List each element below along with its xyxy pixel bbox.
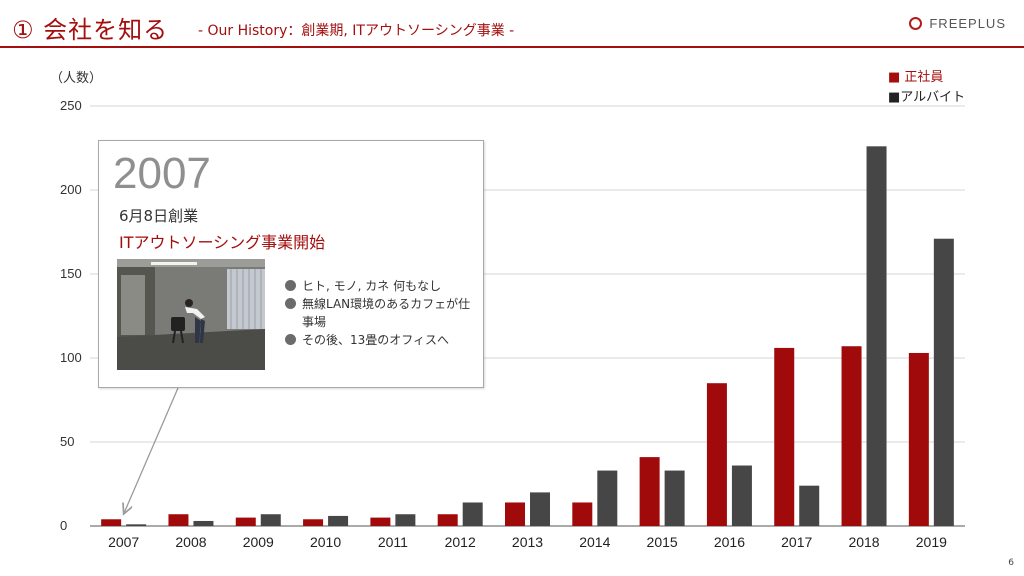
x-tick-label: 2007 [108, 534, 139, 550]
bar-regular-staff [639, 457, 660, 526]
bar-regular-staff [303, 519, 324, 526]
x-tick-label: 2014 [579, 534, 610, 550]
history-callout: 2007 6月8日創業 ITアウトソーシング事業開始 ヒト, モノ [98, 140, 484, 388]
bar-regular-staff [841, 346, 862, 526]
bar-regular-staff [370, 517, 391, 526]
x-tick-label: 2011 [378, 534, 408, 550]
callout-pointer-arrow [124, 387, 179, 514]
bar-part-time [597, 470, 618, 526]
chart-legend: ■ 正社員 ■アルバイト [888, 68, 965, 108]
page-subtitle: - Our History：創業期, ITアウトソーシング事業 - [198, 23, 515, 39]
bar-part-time [395, 514, 416, 526]
bar-part-time [799, 485, 820, 526]
x-tick-label: 2013 [512, 534, 543, 550]
bar-regular-staff [437, 514, 458, 526]
page-title: ① 会社を知る [12, 16, 169, 44]
bar-part-time [193, 520, 214, 526]
history-bullet: その後、13畳のオフィスへ [285, 331, 481, 349]
history-bullet: ヒト, モノ, カネ 何もなし [285, 277, 481, 295]
x-tick-label: 2008 [175, 534, 206, 550]
bar-regular-staff [908, 352, 929, 526]
brand-name: FREEPLUS [929, 16, 1006, 31]
bar-part-time [530, 492, 550, 526]
header-divider [0, 46, 1024, 48]
bar-regular-staff [706, 383, 727, 526]
bar-regular-staff [572, 502, 593, 526]
slide-header: ① 会社を知る - Our History：創業期, ITアウトソーシング事業 … [0, 0, 1024, 48]
legend-item-regular-staff: ■ 正社員 [888, 70, 944, 85]
bar-part-time [731, 465, 752, 526]
x-tick-label: 2012 [445, 534, 476, 550]
founding-date: 6月8日創業 [119, 207, 199, 225]
office-photo-illustration [117, 259, 265, 370]
bar-part-time [462, 502, 483, 526]
bar-part-time [328, 515, 349, 526]
bar-part-time [866, 146, 887, 526]
bar-part-time [933, 238, 954, 526]
circle-logo-icon [909, 17, 923, 30]
x-tick-label: 2018 [848, 534, 879, 550]
legend-item-part-time: ■アルバイト [888, 90, 966, 105]
y-tick-label: 250 [60, 98, 82, 113]
y-axis-label: （人数） [50, 71, 102, 86]
history-bullet: 無線LAN環境のあるカフェが仕事場 [285, 295, 481, 331]
bar-part-time [126, 524, 147, 526]
office-photo [117, 259, 265, 370]
x-tick-label: 2009 [243, 534, 274, 550]
bar-regular-staff [774, 347, 795, 526]
y-tick-label: 100 [60, 350, 82, 365]
callout-year: 2007 [113, 149, 211, 198]
y-tick-label: 150 [60, 266, 82, 281]
bar-part-time [664, 470, 685, 526]
business-start-label: ITアウトソーシング事業開始 [119, 233, 326, 252]
history-bullets: ヒト, モノ, カネ 何もなし 無線LAN環境のあるカフェが仕事場 その後、13… [285, 277, 481, 349]
x-tick-label: 2017 [781, 534, 812, 550]
bar-regular-staff [101, 519, 122, 526]
brand-logo: FREEPLUS [909, 16, 1006, 31]
bar-regular-staff [168, 514, 189, 526]
x-tick-label: 2010 [310, 534, 341, 550]
x-tick-label: 2015 [647, 534, 678, 550]
y-tick-label: 0 [60, 518, 67, 533]
y-tick-label: 50 [60, 434, 74, 449]
page-number: 6 [1008, 558, 1014, 568]
bar-part-time [260, 514, 281, 526]
x-tick-label: 2016 [714, 534, 745, 550]
bar-regular-staff [235, 517, 256, 526]
bar-regular-staff [505, 502, 525, 526]
y-tick-label: 200 [60, 182, 82, 197]
x-tick-label: 2019 [916, 534, 947, 550]
